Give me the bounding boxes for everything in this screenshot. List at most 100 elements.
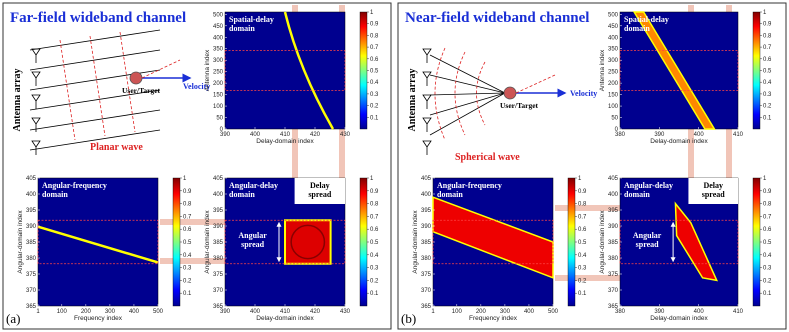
x-tick-label: 1	[431, 309, 435, 315]
y-tick-label: 300	[608, 58, 619, 64]
x-tick-label: 300	[500, 309, 511, 315]
x-tick-label: 430	[340, 132, 351, 138]
blob	[284, 219, 332, 265]
panel-label: (a)	[6, 311, 20, 326]
x-tick-label: 390	[654, 132, 665, 138]
panel-title: Far-field wideband channel	[10, 10, 186, 26]
colorbar-tick-label: 0.2	[763, 104, 772, 110]
colorbar-tick-label: 0.1	[763, 115, 772, 121]
colorbar-tick-label: 0.5	[763, 69, 772, 75]
y-tick-label: 0	[220, 127, 224, 133]
y-tick-label: 390	[421, 224, 432, 230]
colorbar-tick-label: 0.4	[578, 253, 587, 259]
angular-spread: spread	[636, 240, 660, 249]
y-tick-label: 405	[213, 176, 224, 182]
target-label: User/Target	[122, 86, 161, 95]
y-tick-label: 400	[213, 192, 224, 198]
y-tick-label: 50	[216, 116, 223, 122]
y-tick-label: 500	[608, 12, 619, 18]
y-tick-label: 50	[611, 116, 618, 122]
y-axis-label: Angular-domain index	[17, 210, 24, 274]
plot-title: domain	[229, 24, 255, 33]
x-tick-label: 400	[129, 309, 140, 315]
colorbar-tick-label: 0.3	[763, 266, 772, 272]
y-tick-label: 375	[421, 272, 432, 278]
colorbar-tick-label: 0.6	[370, 227, 379, 233]
x-tick-label: 300	[105, 309, 116, 315]
colorbar-tick-label: 0.1	[183, 291, 192, 297]
y-tick-label: 365	[608, 304, 619, 310]
y-tick-label: 395	[608, 208, 619, 214]
y-tick-label: 150	[608, 93, 619, 99]
y-axis-label: Antenna index	[204, 49, 211, 91]
angular-spread: spread	[241, 240, 265, 249]
y-tick-label: 350	[213, 47, 224, 53]
colorbar-tick-label: 0.9	[370, 189, 379, 195]
y-tick-label: 380	[421, 256, 432, 262]
y-tick-label: 375	[26, 272, 37, 278]
x-axis-label: Delay-domain index	[256, 138, 314, 145]
y-tick-label: 150	[213, 93, 224, 99]
y-tick-label: 450	[213, 24, 224, 30]
spherical-diagram	[422, 47, 567, 155]
y-tick-label: 405	[421, 176, 432, 182]
y-tick-label: 400	[608, 192, 619, 198]
colorbar-tick-label: 0.7	[578, 214, 587, 220]
angular-spread: Angular	[238, 231, 267, 240]
colorbar-tick-label: 0.3	[763, 92, 772, 98]
heatmap	[619, 177, 739, 307]
y-tick-label: 370	[421, 288, 432, 294]
wave-label: Spherical wave	[455, 152, 520, 163]
x-tick-label: 390	[220, 309, 231, 315]
colorbar-tick-label: 0.6	[763, 227, 772, 233]
region	[619, 219, 739, 265]
plot-title: Angular-delay	[624, 181, 673, 190]
y-tick-label: 365	[213, 304, 224, 310]
x-tick-label: 420	[310, 309, 321, 315]
colorbar	[752, 11, 761, 130]
y-tick-label: 200	[608, 81, 619, 87]
colorbar-tick-label: 0.8	[578, 202, 587, 208]
plot-title: domain	[42, 190, 68, 199]
delay-box	[294, 178, 345, 204]
colorbar-tick-label: 0.9	[763, 189, 772, 195]
colorbar-tick-label: 0.4	[370, 253, 379, 259]
colorbar-tick-label: 0.1	[578, 291, 587, 297]
x-tick-label: 1	[36, 309, 40, 315]
colorbar-tick-label: 0.2	[370, 104, 379, 110]
plot-title: domain	[437, 190, 463, 199]
colorbar	[359, 177, 368, 307]
colorbar-tick-label: 0.2	[578, 278, 587, 284]
colorbar-tick-label: 0.9	[763, 22, 772, 28]
x-tick-label: 410	[280, 309, 291, 315]
x-tick-label: 430	[340, 309, 351, 315]
y-tick-label: 500	[213, 12, 224, 18]
colorbar-tick-label: 0.7	[763, 214, 772, 220]
heatmap-bg	[37, 177, 159, 307]
y-tick-label: 385	[26, 240, 37, 246]
y-tick-label: 380	[608, 256, 619, 262]
y-tick-label: 390	[26, 224, 37, 230]
heatmap	[432, 177, 554, 307]
y-tick-label: 370	[26, 288, 37, 294]
colorbar-tick-label: 0.3	[370, 92, 379, 98]
array-label: Antenna array	[407, 68, 418, 131]
y-tick-label: 385	[608, 240, 619, 246]
colorbar-tick-label: 0.6	[183, 227, 192, 233]
y-tick-label: 390	[608, 224, 619, 230]
colorbar-tick-label: 0.2	[763, 278, 772, 284]
colorbar-tick-label: 0.7	[370, 45, 379, 51]
colorbar-tick-label: 0.5	[370, 240, 379, 246]
colorbar-tick-label: 0.7	[183, 214, 192, 220]
colorbar-tick-label: 0.8	[763, 202, 772, 208]
x-tick-label: 100	[452, 309, 463, 315]
colorbar-tick-label: 0.9	[183, 189, 192, 195]
region	[224, 219, 346, 265]
colorbar-tick-label: 0.6	[578, 227, 587, 233]
delay-box	[688, 178, 738, 204]
delay-spread: spread	[308, 190, 332, 199]
y-tick-label: 200	[213, 81, 224, 87]
connector	[160, 5, 732, 305]
region	[619, 50, 739, 91]
x-tick-label: 390	[220, 132, 231, 138]
